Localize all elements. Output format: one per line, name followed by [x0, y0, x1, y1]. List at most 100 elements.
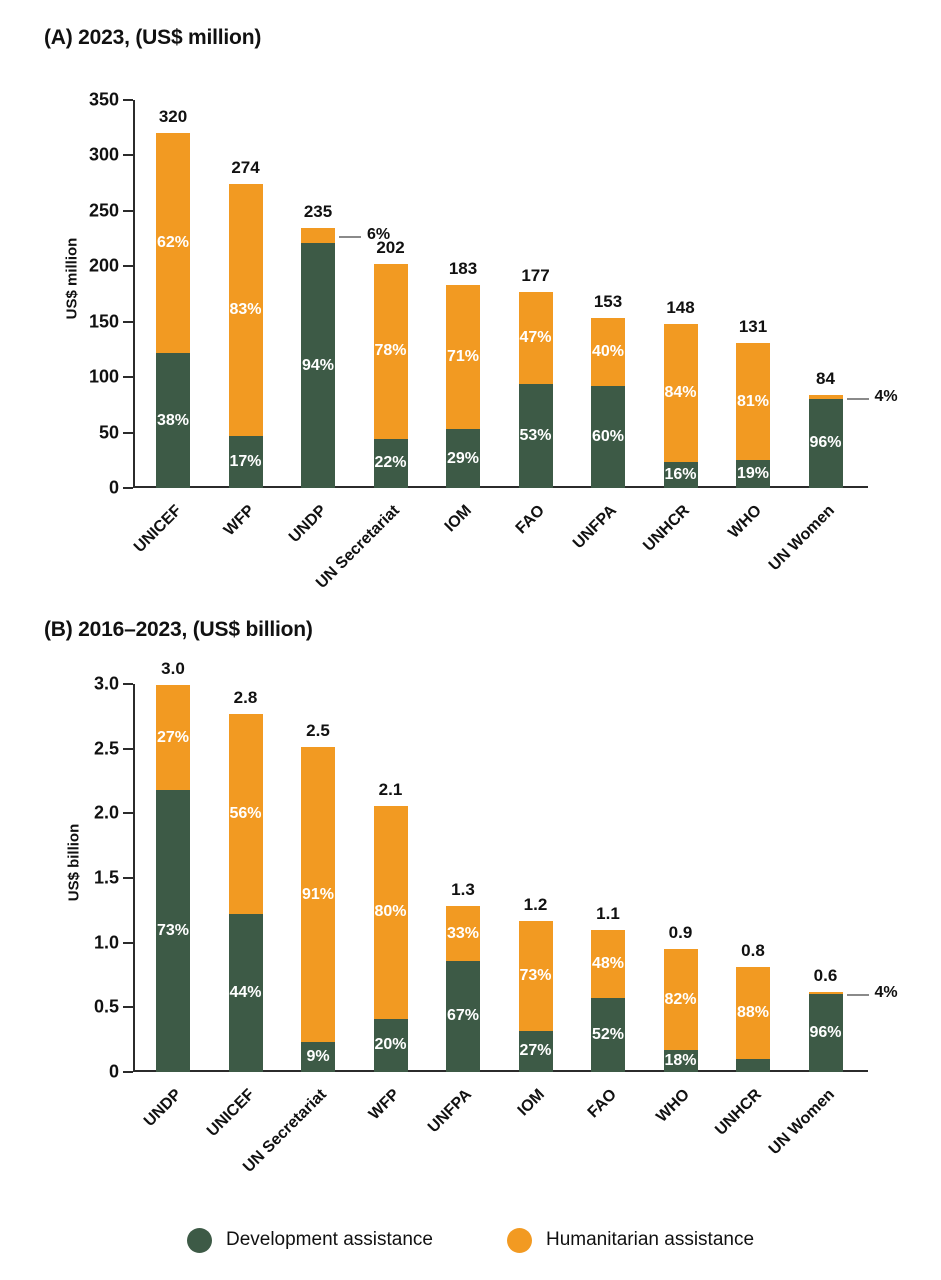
bar-segment-development[interactable]: 29% [446, 429, 480, 488]
bar-wfp[interactable]: 20% 80% 2.1 [373, 780, 408, 1072]
bar-segment-development[interactable]: 44% [228, 914, 263, 1072]
y-tick-panel-a [123, 154, 133, 157]
bar-segment-humanitarian[interactable]: 83% [228, 184, 263, 437]
bar-unfpa[interactable]: 67% 33% 1.3 [446, 880, 480, 1072]
bar-segment-development[interactable]: 38% [156, 353, 190, 488]
y-tick-panel-b [123, 683, 133, 685]
bar-un-secretariat[interactable]: 9% 91% 2.5 [301, 721, 335, 1072]
segment-percent-label: 91% [301, 885, 335, 903]
bar-outside-percent-label: 6% [367, 226, 391, 244]
bar-iom[interactable]: 29% 71% 183 [446, 259, 480, 488]
y-tick-label-panel-a: 300 [88, 144, 119, 165]
bar-segment-development[interactable]: 67% [446, 960, 480, 1072]
bar-segment-development[interactable]: 96% [808, 994, 843, 1072]
bar-un-secretariat[interactable]: 22% 78% 202 [373, 238, 408, 488]
bar-segment-development[interactable]: 52% [591, 998, 625, 1072]
x-tick-label: IOM [441, 502, 476, 536]
bar-segment-development[interactable]: 19% [736, 460, 770, 488]
segment-percent-label: 52% [591, 1026, 625, 1044]
bar-segment-humanitarian[interactable]: 48% [591, 929, 625, 999]
x-tick-label: WFP [365, 1086, 403, 1124]
bar-segment-humanitarian[interactable]: 40% [591, 318, 625, 387]
bar-segment-development[interactable] [736, 1059, 770, 1072]
bar-segment-humanitarian[interactable]: 62% [156, 133, 190, 354]
legend-swatch-humanitarian-icon [506, 1227, 532, 1253]
bar-un-women[interactable]: 96% 0.6 [808, 966, 843, 1072]
bar-segment-development[interactable]: 27% [518, 1030, 553, 1072]
legend-swatch-development-icon [186, 1227, 212, 1253]
bar-segment-humanitarian[interactable]: 84% [663, 323, 698, 462]
segment-percent-label: 48% [591, 955, 625, 973]
bar-segment-development[interactable]: 16% [663, 461, 698, 488]
bar-segment-humanitarian[interactable]: 81% [736, 342, 770, 461]
bar-segment-development[interactable]: 17% [228, 436, 263, 488]
y-tick-label-panel-b: 0 [108, 1061, 119, 1082]
segment-percent-label: 73% [156, 922, 190, 940]
bar-segment-development[interactable]: 20% [373, 1018, 408, 1072]
bar-total-label: 2.1 [378, 779, 403, 799]
y-tick-label-panel-a: 350 [88, 89, 119, 110]
chart-panel-b: (B) 2016–2023, (US$ billion) US$ billion… [0, 592, 941, 1192]
bar-who[interactable]: 19% 81% 131 [736, 317, 770, 488]
bar-unfpa[interactable]: 60% 40% 153 [591, 292, 625, 488]
bar-unicef[interactable]: 44% 56% 2.8 [228, 688, 263, 1072]
bar-segment-humanitarian[interactable]: 73% [518, 920, 553, 1031]
y-tick-panel-a [123, 376, 133, 379]
bar-segment-humanitarian[interactable]: 78% [373, 264, 408, 439]
y-tick-label-panel-a: 150 [88, 311, 119, 332]
bar-segment-development[interactable]: 53% [518, 384, 553, 488]
segment-percent-label: 82% [664, 990, 697, 1008]
plot-area-a: US$ million 0 50 100 150 200 250 300 350 38% 62% 3… [63, 90, 897, 593]
bar-segment-humanitarian[interactable] [808, 394, 843, 399]
bar-unhcr[interactable]: 16% 84% 148 [663, 298, 698, 488]
bar-segment-development[interactable]: 18% [663, 1050, 698, 1072]
bar-total-label: 235 [303, 201, 333, 221]
bar-segment-development[interactable]: 94% [301, 243, 335, 488]
bar-unicef[interactable]: 38% 62% 320 [156, 107, 190, 488]
bar-un-women[interactable]: 96% 84 [808, 369, 843, 488]
bar-wfp[interactable]: 17% 83% 274 [228, 158, 263, 488]
x-tick-label: UNFPA [424, 1086, 476, 1137]
y-tick-panel-b [123, 1071, 133, 1073]
bar-undp[interactable]: 94% 235 [301, 202, 335, 488]
bar-segment-development[interactable]: 22% [373, 438, 408, 488]
y-tick-panel-a [123, 99, 133, 101]
bar-fao[interactable]: 53% 47% 177 [518, 266, 553, 488]
bar-segment-humanitarian[interactable]: 80% [373, 805, 408, 1019]
bar-segment-humanitarian[interactable]: 56% [228, 713, 263, 915]
bar-segment-humanitarian[interactable]: 88% [736, 967, 770, 1060]
segment-percent-label: 67% [446, 1007, 480, 1025]
bar-total-label: 177 [521, 265, 550, 285]
x-tick-label: FAO [512, 502, 548, 538]
y-tick-panel-b [123, 877, 133, 879]
bar-iom[interactable]: 27% 73% 1.2 [518, 895, 553, 1072]
bar-segment-development[interactable]: 60% [591, 386, 625, 488]
segment-percent-label: 73% [519, 966, 552, 984]
bar-segment-development[interactable]: 73% [156, 790, 190, 1072]
legend-item-humanitarian: Humanitarian assistance [506, 1227, 754, 1253]
bar-segment-development[interactable]: 96% [808, 398, 843, 488]
bar-total-label: 148 [666, 297, 695, 317]
x-tick-label: UNHCR [712, 1086, 766, 1139]
bar-segment-humanitarian[interactable]: 71% [446, 285, 480, 430]
bar-segment-humanitarian[interactable] [301, 227, 335, 244]
bar-segment-humanitarian[interactable]: 47% [518, 291, 553, 385]
bar-unhcr[interactable]: 88% 0.8 [736, 941, 770, 1072]
bar-segment-humanitarian[interactable]: 91% [301, 747, 335, 1043]
bar-fao[interactable]: 52% 48% 1.1 [591, 904, 625, 1072]
y-tick-label-panel-b: 1.0 [93, 932, 119, 953]
bar-segment-humanitarian[interactable]: 82% [663, 949, 698, 1051]
segment-percent-label: 62% [156, 234, 190, 252]
bar-undp[interactable]: 73% 27% 3.0 [156, 659, 190, 1072]
bar-segment-development[interactable]: 9% [301, 1042, 335, 1072]
leader-line [846, 397, 869, 400]
y-tick-panel-b [123, 812, 133, 815]
bar-who[interactable]: 18% 82% 0.9 [663, 923, 698, 1072]
bar-segment-humanitarian[interactable]: 33% [446, 906, 480, 961]
y-axis-title-b: US$ billion [65, 823, 83, 902]
bar-segment-humanitarian[interactable] [808, 991, 843, 995]
bar-total-label: 3.0 [161, 659, 185, 679]
bar-segment-humanitarian[interactable]: 27% [156, 685, 190, 791]
chart-legend: Development assistance Humanitarian assi… [0, 1218, 941, 1262]
segment-percent-label: 29% [446, 449, 480, 467]
